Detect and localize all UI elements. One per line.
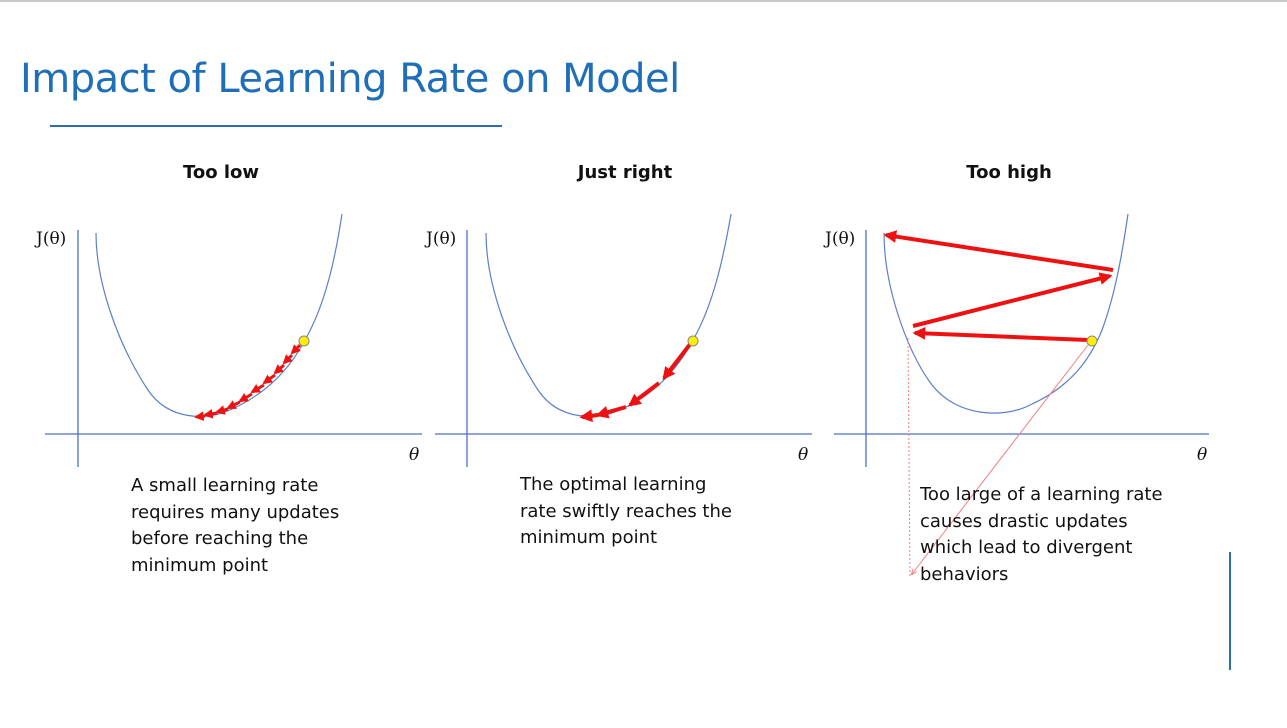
- start-point: [298, 335, 310, 347]
- caption-just-right: The optimal learning rate swiftly reache…: [520, 474, 732, 548]
- divergent-step-arrows: [883, 230, 1114, 342]
- y-axis-label: J(θ): [34, 229, 66, 249]
- caption-too-high: Too large of a learning rate causes dras…: [920, 484, 1163, 585]
- top-divider: [0, 0, 1287, 2]
- x-axis-label: θ: [409, 445, 419, 465]
- panel-title-just-right: Just right: [577, 162, 673, 183]
- cost-curve: [883, 213, 1129, 414]
- x-axis-label: θ: [1197, 445, 1207, 465]
- optimal-step-arrows: [579, 341, 693, 423]
- caption-too-low: A small learning rate requires many upda…: [131, 475, 340, 576]
- panel-title-too-high: Too high: [966, 162, 1052, 183]
- title-underline: [50, 125, 502, 127]
- small-step-arrows: [194, 343, 302, 421]
- panel-too-high: J(θ) θ: [823, 213, 1209, 578]
- panel-title-too-low: Too low: [182, 162, 260, 183]
- start-point: [1086, 335, 1098, 347]
- dashed-guide-line: [907, 337, 911, 578]
- y-axis-label: J(θ): [424, 229, 456, 249]
- panel-too-low: J(θ) θ: [34, 213, 422, 467]
- start-point: [687, 335, 699, 347]
- panel-just-right: J(θ) θ: [424, 213, 812, 467]
- cost-curve: [95, 213, 343, 417]
- cost-curve: [485, 213, 732, 417]
- slide-accent-bar: [1229, 552, 1231, 670]
- y-axis-label: J(θ): [823, 229, 855, 249]
- x-axis-label: θ: [798, 445, 808, 465]
- thin-arrow: [912, 344, 1089, 574]
- slide-title: Impact of Learning Rate on Model: [20, 56, 680, 102]
